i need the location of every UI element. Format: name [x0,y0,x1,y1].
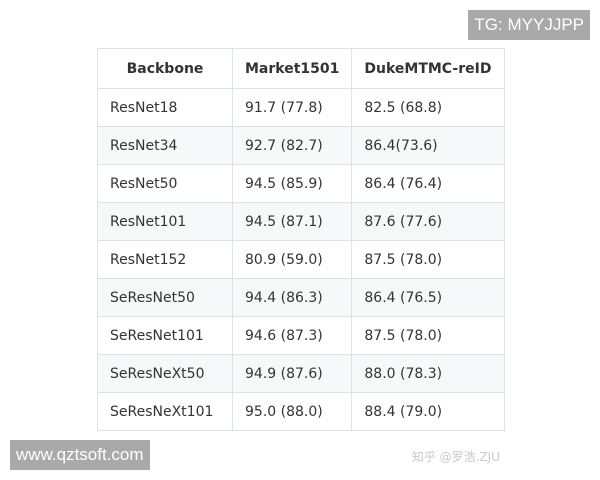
cell-dukemtmc: 86.4(73.6) [351,126,506,165]
cell-market1501: 94.9 (87.6) [231,354,353,393]
table-row: ResNet18 91.7 (77.8) 82.5 (68.8) [97,88,506,127]
cell-market1501: 94.4 (86.3) [231,278,353,317]
header-backbone: Backbone [97,48,233,89]
table-row: ResNet34 92.7 (82.7) 86.4(73.6) [97,126,506,165]
table-row: ResNet152 80.9 (59.0) 87.5 (78.0) [97,240,506,279]
cell-backbone: SeResNet50 [97,278,233,317]
cell-dukemtmc: 87.5 (78.0) [351,316,506,355]
table-row: SeResNet50 94.4 (86.3) 86.4 (76.5) [97,278,506,317]
cell-market1501: 91.7 (77.8) [231,88,353,127]
cell-backbone: SeResNeXt50 [97,354,233,393]
cell-dukemtmc: 86.4 (76.5) [351,278,506,317]
cell-dukemtmc: 88.0 (78.3) [351,354,506,393]
results-table: Backbone Market1501 DukeMTMC-reID ResNet… [97,48,506,431]
table-row: ResNet50 94.5 (85.9) 86.4 (76.4) [97,164,506,203]
zhihu-watermark: 知乎 @罗浩.ZJU [411,450,500,464]
cell-market1501: 80.9 (59.0) [231,240,353,279]
table-header-row: Backbone Market1501 DukeMTMC-reID [97,48,506,89]
cell-dukemtmc: 87.5 (78.0) [351,240,506,279]
cell-backbone: SeResNet101 [97,316,233,355]
table-row: SeResNeXt50 94.9 (87.6) 88.0 (78.3) [97,354,506,393]
cell-market1501: 95.0 (88.0) [231,392,353,431]
table-row: SeResNet101 94.6 (87.3) 87.5 (78.0) [97,316,506,355]
cell-backbone: ResNet18 [97,88,233,127]
cell-market1501: 94.5 (85.9) [231,164,353,203]
cell-market1501: 94.6 (87.3) [231,316,353,355]
cell-market1501: 92.7 (82.7) [231,126,353,165]
header-market1501: Market1501 [231,48,353,89]
cell-market1501: 94.5 (87.1) [231,202,353,241]
cell-backbone: ResNet152 [97,240,233,279]
cell-backbone: ResNet101 [97,202,233,241]
table-row: SeResNeXt101 95.0 (88.0) 88.4 (79.0) [97,392,506,431]
cell-backbone: SeResNeXt101 [97,392,233,431]
tg-watermark: TG: MYYJJPP [468,10,590,40]
header-dukemtmc: DukeMTMC-reID [351,48,506,89]
cell-backbone: ResNet34 [97,126,233,165]
cell-dukemtmc: 88.4 (79.0) [351,392,506,431]
cell-backbone: ResNet50 [97,164,233,203]
site-watermark: www.qztsoft.com [10,440,150,470]
table-row: ResNet101 94.5 (87.1) 87.6 (77.6) [97,202,506,241]
cell-dukemtmc: 86.4 (76.4) [351,164,506,203]
table-body: ResNet18 91.7 (77.8) 82.5 (68.8) ResNet34 92… [97,88,506,431]
cell-dukemtmc: 87.6 (77.6) [351,202,506,241]
cell-dukemtmc: 82.5 (68.8) [351,88,506,127]
